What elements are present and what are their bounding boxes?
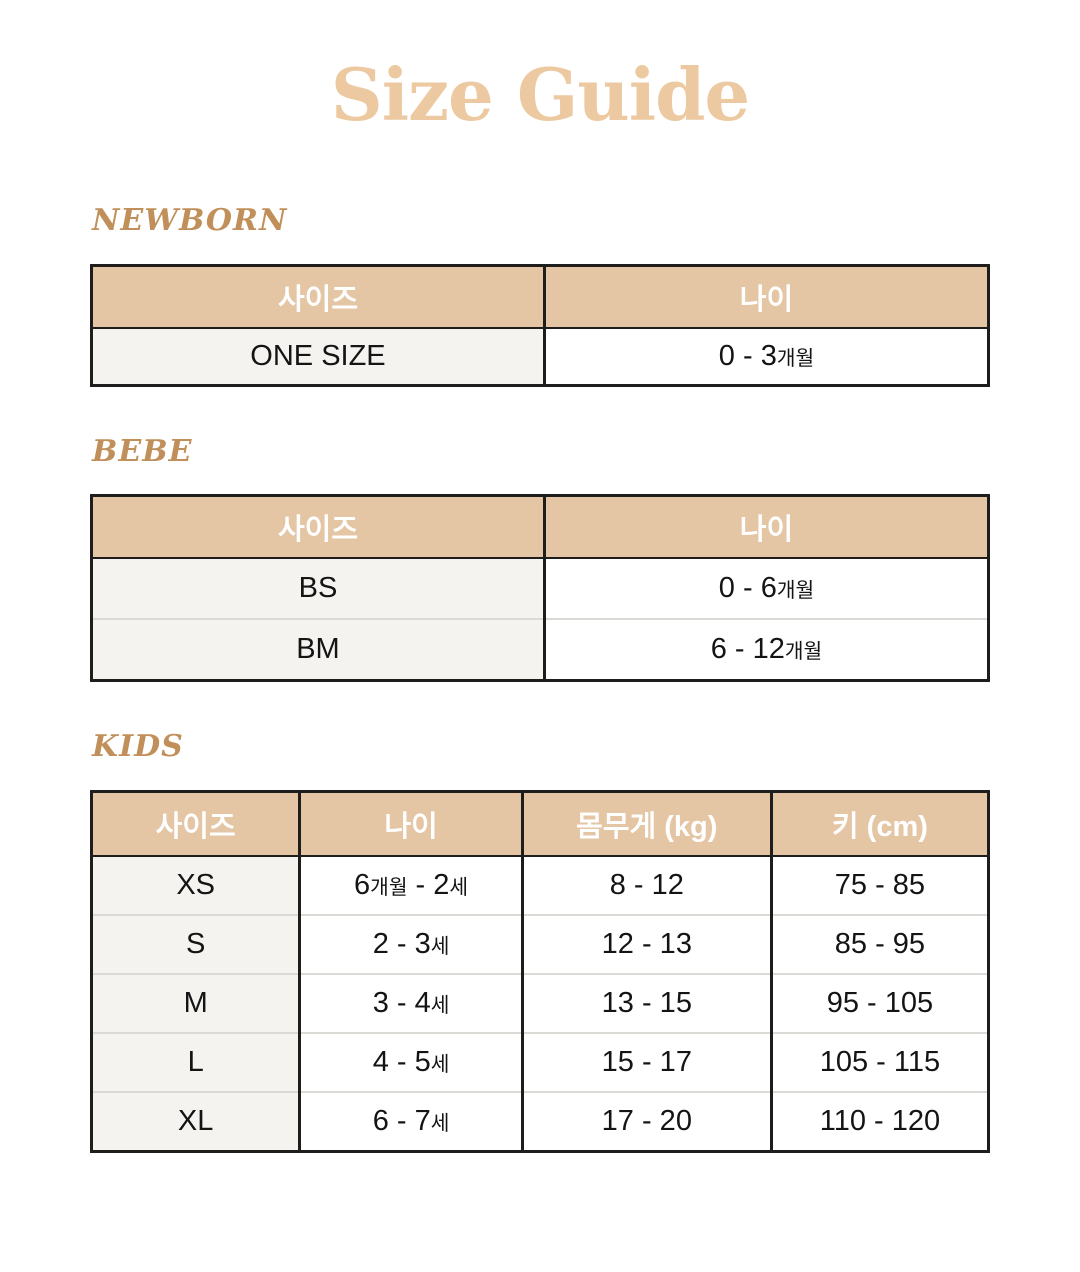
size-table-newborn: 사이즈 나이 ONE SIZE 0 - 3개월 [90, 263, 990, 387]
table-cell: 15 - 17 [520, 1031, 772, 1092]
column-header: 키 (cm) [769, 791, 989, 857]
table-row: ONE SIZE 0 - 3개월 [91, 327, 989, 385]
table-cell: L [91, 1031, 300, 1092]
section-heading-kids: KIDS [92, 729, 184, 764]
table-cell: 8 - 12 [520, 855, 772, 915]
unit-suffix: 개월 [784, 641, 823, 663]
table-cell: ONE SIZE [91, 327, 545, 385]
unit-suffix: 개월 [370, 876, 408, 899]
column-header: 몸무게 (kg) [520, 791, 772, 857]
unit-suffix: 세 [430, 1112, 450, 1135]
unit-suffix: 개월 [776, 347, 815, 370]
table-row: BS 0 - 6개월 [91, 558, 989, 619]
table-cell: 3 - 4세 [298, 972, 523, 1033]
table-cell: S [91, 913, 300, 974]
header-row: 사이즈 나이 몸무게 (kg) 키 (cm) [91, 791, 989, 857]
column-header: 나이 [298, 791, 523, 857]
table-cell: 2 - 3세 [298, 913, 523, 974]
column-header: 나이 [542, 265, 989, 329]
table-cell: XS [91, 855, 300, 915]
section-kids: KIDS 사이즈 나이 몸무게 (kg) 키 (cm) XS 6개월 - 2세 8 - 12… [90, 728, 990, 1153]
table-cell: 13 - 15 [520, 972, 772, 1033]
table-cell: 12 - 13 [520, 913, 772, 974]
table-row: BM 6 - 12개월 [91, 618, 989, 681]
table-row: XS 6개월 - 2세 8 - 12 75 - 85 [91, 855, 989, 915]
table-cell: 85 - 95 [769, 913, 989, 974]
section-newborn: NEWBORN 사이즈 나이 ONE SIZE 0 - 3개월 [90, 202, 990, 387]
table-cell: 0 - 3개월 [542, 327, 989, 385]
table-cell: XL [91, 1090, 300, 1151]
unit-suffix: 세 [430, 994, 450, 1017]
section-bebe: BEBE 사이즈 나이 BS 0 - 6개월 BM 6 - 12개월 [90, 433, 990, 682]
column-header: 사이즈 [91, 791, 300, 857]
table-cell: 105 - 115 [769, 1031, 989, 1092]
unit-suffix: 세 [430, 935, 450, 958]
page-title: Size Guide [330, 52, 750, 137]
table-cell: 4 - 5세 [298, 1031, 523, 1092]
table-cell: 110 - 120 [769, 1090, 989, 1151]
size-table-kids: 사이즈 나이 몸무게 (kg) 키 (cm) XS 6개월 - 2세 8 - 12 75 - … [90, 789, 990, 1153]
table-cell: M [91, 972, 300, 1033]
header-row: 사이즈 나이 [91, 265, 989, 329]
table-cell: 6개월 - 2세 [298, 855, 523, 915]
column-header: 사이즈 [91, 495, 545, 559]
column-header: 나이 [542, 495, 989, 559]
column-header: 사이즈 [91, 265, 545, 329]
table-cell: BS [91, 558, 545, 619]
header-row: 사이즈 나이 [91, 495, 989, 559]
table-cell: 6 - 7세 [298, 1090, 523, 1151]
table-cell: 95 - 105 [769, 972, 989, 1033]
unit-suffix: 세 [449, 876, 469, 899]
unit-suffix: 세 [430, 1053, 450, 1076]
table-cell: 0 - 6개월 [542, 558, 989, 619]
section-heading-newborn: NEWBORN [92, 203, 288, 238]
table-cell: 17 - 20 [520, 1090, 772, 1151]
size-table-bebe: 사이즈 나이 BS 0 - 6개월 BM 6 - 12개월 [90, 494, 990, 682]
unit-suffix: 개월 [776, 580, 815, 602]
table-cell: 75 - 85 [769, 855, 989, 915]
section-heading-bebe: BEBE [92, 433, 193, 469]
table-cell: BM [91, 618, 545, 681]
table-row: XL 6 - 7세 17 - 20 110 - 120 [91, 1090, 989, 1151]
table-cell: 6 - 12개월 [542, 618, 989, 681]
